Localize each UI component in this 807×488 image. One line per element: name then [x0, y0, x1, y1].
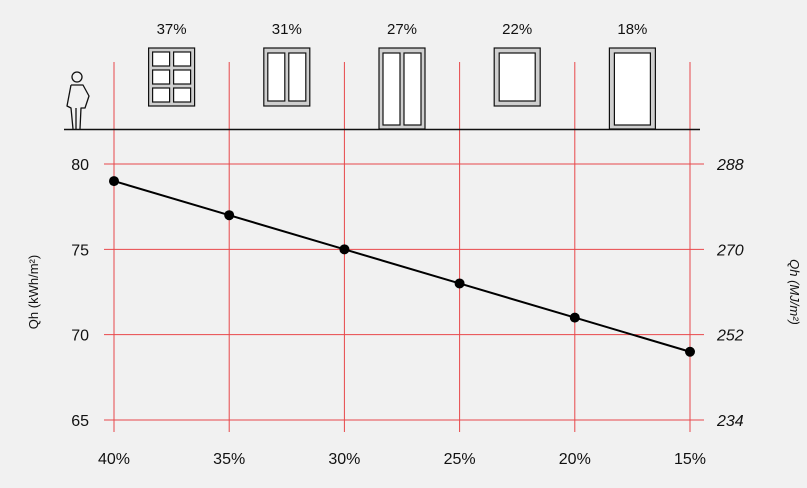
x-tick-label: 35%	[213, 451, 245, 468]
y-tick-label-left: 75	[71, 242, 89, 259]
data-point	[454, 278, 465, 289]
x-tick-label: 30%	[328, 451, 360, 468]
x-tick-label: 15%	[674, 451, 706, 468]
window-ratio-label: 22%	[502, 21, 532, 38]
y-tick-label-right: 234	[716, 413, 744, 430]
window-ratio-label: 27%	[387, 21, 417, 38]
y-tick-label-right: 270	[716, 242, 744, 259]
series-line	[113, 180, 691, 353]
y-tick-label-left: 65	[71, 413, 89, 430]
window-ratio-label: 37%	[157, 21, 187, 38]
x-tick-label: 25%	[444, 451, 476, 468]
window-ratio-label: 18%	[617, 21, 647, 38]
y-tick-label-right: 252	[716, 328, 744, 345]
data-point	[109, 176, 119, 187]
x-tick-label: 20%	[559, 451, 591, 468]
window-icon-tall-2-pane	[378, 47, 426, 130]
y-tick-label-right: 288	[716, 157, 744, 174]
window-icon-2-pane	[263, 47, 311, 107]
window-ratio-label: 31%	[272, 21, 302, 38]
y-axis-label-right: Qh (MJ/m²)	[787, 259, 802, 325]
x-tick-label: 40%	[98, 451, 130, 468]
window-icon-6-pane	[148, 47, 196, 107]
y-axis-label-left: Qh (kWh/m²)	[26, 255, 41, 329]
window-icon-single-pane	[493, 47, 541, 107]
data-point	[569, 312, 580, 323]
person-icon	[66, 71, 90, 130]
data-point	[339, 244, 350, 255]
data-point	[685, 346, 695, 357]
data-point	[224, 210, 235, 221]
window-icon-tall-single-pane	[608, 47, 657, 130]
y-tick-label-left: 80	[71, 157, 89, 174]
y-tick-label-left: 70	[71, 328, 89, 345]
